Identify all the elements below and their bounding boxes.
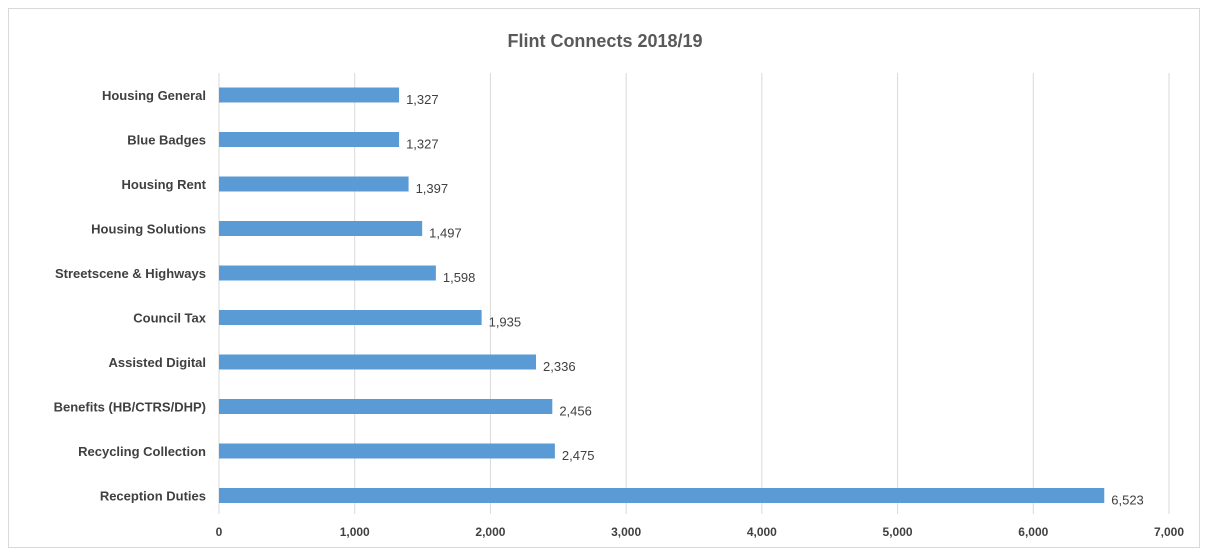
category-label: Assisted Digital [108,355,206,370]
data-label: 6,523 [1111,493,1144,508]
bar [219,265,436,281]
bar [219,221,423,236]
data-label: 2,475 [562,448,595,463]
chart-frame: Flint Connects 2018/19 0 1,000 2,000 3,000 4… [8,8,1200,548]
x-tick-label: 4,000 [747,525,777,539]
x-tick-label: 5,000 [883,525,913,539]
category-label: Housing Solutions [91,222,206,237]
bar [219,399,553,414]
bar-chart-plot: 0 1,000 2,000 3,000 4,000 5,000 6,000 7,000 Hous… [54,73,1185,539]
data-label: 1,598 [443,270,476,285]
x-tick-label: 3,000 [611,525,641,539]
data-label: 1,397 [416,181,449,196]
data-label: 2,456 [559,404,592,419]
bar [219,87,400,103]
bar [219,310,482,325]
x-tick-label: 6,000 [1018,525,1048,539]
bars [219,87,1105,503]
category-label: Recycling Collection [78,444,206,459]
category-label: Benefits (HB/CTRS/DHP) [54,400,206,415]
data-label: 1,327 [406,92,439,107]
bar [219,443,555,459]
data-label: 2,336 [543,359,576,374]
bar [219,132,400,147]
category-label: Council Tax [133,311,206,326]
labels: 0 1,000 2,000 3,000 4,000 5,000 6,000 7,000 Hous… [54,88,1185,539]
category-label: Reception Duties [100,489,206,504]
category-label: Streetscene & Highways [55,266,206,281]
data-label: 1,327 [406,137,439,152]
x-tick-label: 0 [216,525,223,539]
x-tick-label: 7,000 [1154,525,1184,539]
category-label: Housing Rent [122,177,207,192]
x-tick-label: 1,000 [340,525,370,539]
bar [219,488,1105,503]
category-label: Blue Badges [127,133,206,148]
bar [219,354,537,370]
data-label: 1,497 [429,226,462,241]
category-label: Housing General [102,88,206,103]
bar [219,176,409,192]
data-label: 1,935 [489,315,522,330]
x-tick-label: 2,000 [475,525,505,539]
chart-title: Flint Connects 2018/19 [507,31,703,51]
